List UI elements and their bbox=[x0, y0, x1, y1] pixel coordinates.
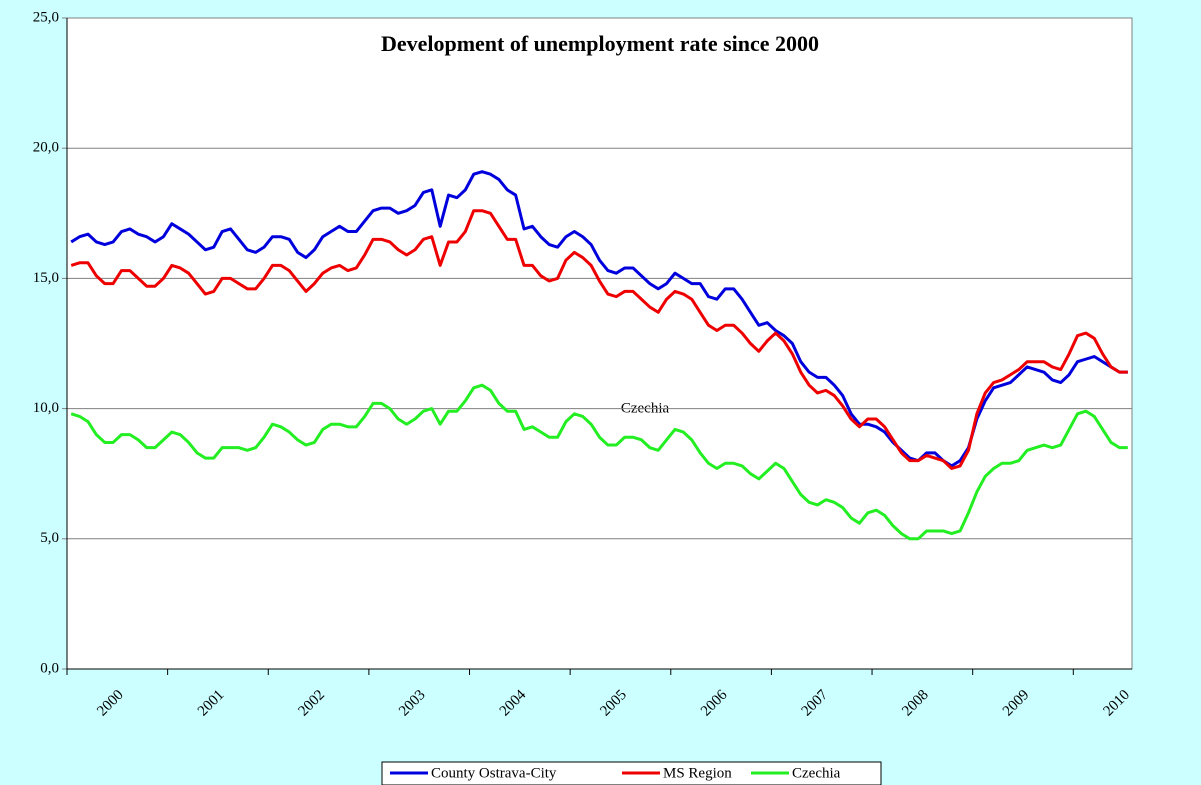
plot-area bbox=[66, 17, 1133, 670]
y-tick-label: 10,0 bbox=[33, 400, 59, 416]
y-tick-label: 20,0 bbox=[33, 140, 59, 156]
legend-label: MS Region bbox=[663, 765, 732, 781]
line-series bbox=[70, 383, 1128, 541]
line-series bbox=[70, 170, 1128, 468]
y-tick-label: 0,0 bbox=[40, 660, 59, 676]
y-tick-label: 15,0 bbox=[33, 270, 59, 286]
y-tick-label: 25,0 bbox=[33, 9, 59, 25]
legend-label: County Ostrava-City bbox=[431, 765, 557, 781]
legend-label: Czechia bbox=[792, 765, 841, 781]
y-tick-label: 5,0 bbox=[40, 530, 59, 546]
chart-title: Development of unemployment rate since 2… bbox=[381, 31, 819, 56]
line-series bbox=[70, 209, 1128, 470]
